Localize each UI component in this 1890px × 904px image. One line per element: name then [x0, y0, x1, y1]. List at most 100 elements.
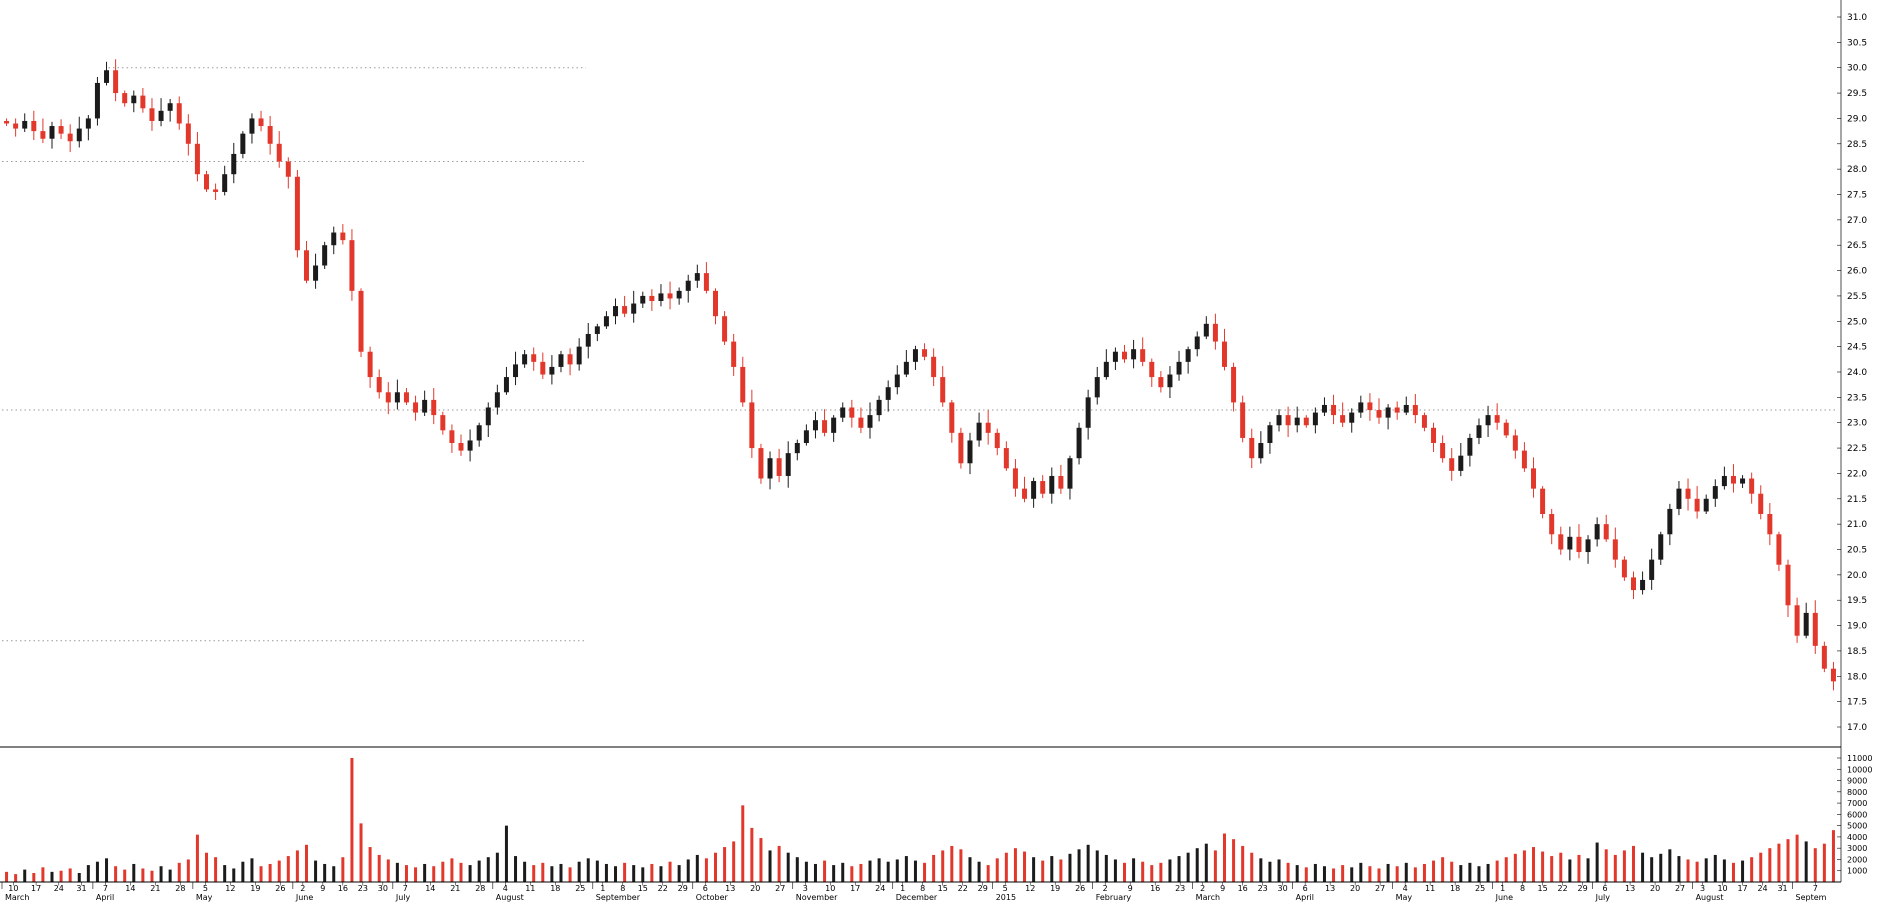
- volume-bar: [1686, 859, 1690, 882]
- week-number-label: 24: [875, 884, 885, 893]
- week-number-label: 1: [1500, 884, 1505, 893]
- week-number-label: 15: [638, 884, 648, 893]
- price-tick-label: 23.0: [1847, 419, 1867, 429]
- week-number-label: 27: [1375, 884, 1385, 893]
- candle: [1321, 404, 1327, 413]
- volume-axis[interactable]: 11000 10000 9000 8000 7000 6000 5000 4000 3000 20…: [1837, 754, 1872, 876]
- candle: [1603, 524, 1609, 540]
- candle: [1031, 481, 1037, 499]
- candle: [358, 290, 364, 352]
- candle: [740, 366, 746, 403]
- candle: [303, 250, 309, 281]
- price-tick-label: 28.0: [1847, 165, 1867, 175]
- candle: [1421, 415, 1427, 428]
- candle: [840, 407, 846, 418]
- volume-bar: [395, 862, 399, 882]
- week-number-label: 21: [150, 884, 160, 893]
- candle: [13, 123, 19, 129]
- week-number-label: 26: [275, 884, 285, 893]
- week-number-label: 6: [703, 884, 708, 893]
- volume-bar: [923, 862, 927, 882]
- support-resistance-lines: [2, 67, 1838, 642]
- candle: [540, 361, 546, 375]
- candle: [194, 143, 200, 175]
- volume-bar: [532, 865, 536, 882]
- candle: [267, 126, 273, 144]
- week-number-label: 13: [1625, 884, 1635, 893]
- candle: [1212, 323, 1218, 342]
- candle: [1249, 437, 1255, 459]
- volume-bar: [1768, 848, 1772, 882]
- candle: [1049, 475, 1055, 494]
- month-label: June: [1495, 893, 1514, 902]
- candle: [422, 399, 428, 413]
- month-label: July: [1595, 893, 1611, 902]
- price-tick-label: 31.0: [1847, 13, 1867, 23]
- month-label: October: [696, 893, 729, 902]
- price-tick-label: 18.5: [1847, 647, 1867, 657]
- week-number-label: 17: [1737, 884, 1747, 893]
- price-axis[interactable]: 31.0 30.5 30.0 29.5 29.0 28.5 28.0 27.5 27.0 26.5…: [1837, 13, 1867, 733]
- week-number-label: 28: [175, 884, 185, 893]
- candle: [1630, 577, 1636, 591]
- candle: [940, 377, 946, 403]
- candle: [1040, 481, 1046, 494]
- month-label: 2015: [996, 893, 1016, 902]
- volume-bar: [132, 863, 136, 882]
- price-tick-label: 29.5: [1847, 89, 1867, 99]
- candle: [1667, 508, 1673, 535]
- volume-bar: [768, 850, 772, 882]
- volume-bar: [950, 845, 954, 882]
- volume-bar: [1350, 867, 1354, 882]
- volume-bar: [50, 871, 54, 882]
- candle: [1258, 443, 1264, 459]
- volume-bar: [23, 869, 27, 882]
- volume-bar: [650, 863, 654, 882]
- volume-bar: [1386, 863, 1390, 882]
- volume-bar: [477, 860, 481, 882]
- volume-bar: [14, 874, 18, 882]
- candle: [1022, 488, 1028, 499]
- volume-bar: [1704, 858, 1708, 882]
- volume-bar: [1731, 862, 1735, 882]
- candle: [712, 290, 718, 317]
- volume-bar: [932, 854, 936, 882]
- week-number-label: 23: [1258, 884, 1268, 893]
- volume-bar: [550, 866, 554, 882]
- month-label: July: [395, 893, 411, 902]
- volume-tick-label: 11000: [1847, 754, 1872, 763]
- volume-bar: [686, 859, 690, 882]
- candle: [958, 432, 964, 464]
- candle: [1512, 435, 1518, 451]
- week-number-label: 28: [475, 884, 485, 893]
- candle: [1149, 361, 1155, 378]
- volume-bar: [1277, 859, 1281, 882]
- candle: [831, 417, 837, 433]
- price-tick-label: 27.0: [1847, 216, 1867, 226]
- volume-bar: [241, 861, 245, 882]
- volume-bar: [1486, 863, 1490, 882]
- candle: [1076, 427, 1082, 459]
- volume-bar: [1168, 859, 1172, 882]
- candle: [1521, 450, 1527, 469]
- week-number-label: 8: [1520, 884, 1525, 893]
- candle: [785, 453, 791, 476]
- volume-bar: [1568, 859, 1572, 882]
- volume-bar: [1068, 853, 1072, 882]
- week-number-label: 3: [1700, 884, 1705, 893]
- volume-bar: [186, 859, 190, 882]
- candle: [1231, 366, 1237, 403]
- volume-bar: [1622, 850, 1626, 882]
- price-tick-label: 26.0: [1847, 267, 1867, 277]
- week-number-label: 30: [1278, 884, 1288, 893]
- candle: [1122, 351, 1128, 360]
- candle: [1812, 612, 1818, 646]
- price-tick-label: 19.0: [1847, 622, 1867, 632]
- price-tick-label: 26.5: [1847, 241, 1867, 251]
- week-number-label: 4: [503, 884, 508, 893]
- volume-bar: [713, 852, 717, 882]
- week-number-label: 5: [203, 884, 208, 893]
- candle: [903, 361, 909, 375]
